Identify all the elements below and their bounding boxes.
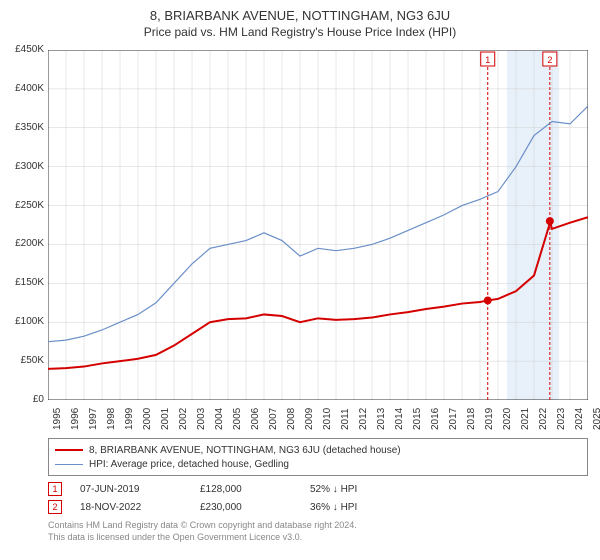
footer-line: Contains HM Land Registry data © Crown c… — [48, 520, 588, 532]
x-tick-label: 2010 — [322, 408, 333, 430]
y-tick-label: £350K — [0, 122, 44, 133]
y-tick-label: £400K — [0, 83, 44, 94]
chart-title: 8, BRIARBANK AVENUE, NOTTINGHAM, NG3 6JU — [0, 0, 600, 23]
legend: 8, BRIARBANK AVENUE, NOTTINGHAM, NG3 6JU… — [48, 438, 588, 476]
x-tick-label: 2019 — [484, 408, 495, 430]
x-tick-label: 2016 — [430, 408, 441, 430]
chart-subtitle: Price paid vs. HM Land Registry's House … — [0, 23, 600, 45]
footer-line: This data is licensed under the Open Gov… — [48, 532, 588, 544]
y-tick-label: £50K — [0, 355, 44, 366]
x-tick-label: 2002 — [178, 408, 189, 430]
plot-area: 12 — [48, 50, 588, 400]
x-tick-label: 2015 — [412, 408, 423, 430]
x-tick-label: 2021 — [520, 408, 531, 430]
legend-swatch — [55, 449, 83, 451]
x-tick-label: 2008 — [286, 408, 297, 430]
x-tick-label: 2022 — [538, 408, 549, 430]
legend-swatch — [55, 464, 83, 465]
x-tick-label: 2013 — [376, 408, 387, 430]
x-tick-label: 2023 — [556, 408, 567, 430]
event-delta: 36% ↓ HPI — [310, 502, 450, 513]
y-tick-label: £200K — [0, 238, 44, 249]
y-tick-label: £250K — [0, 200, 44, 211]
x-tick-label: 2007 — [268, 408, 279, 430]
event-delta: 52% ↓ HPI — [310, 484, 450, 495]
chart-container: 8, BRIARBANK AVENUE, NOTTINGHAM, NG3 6JU… — [0, 0, 600, 560]
x-tick-label: 1996 — [70, 408, 81, 430]
svg-text:1: 1 — [485, 55, 490, 65]
event-date: 18-NOV-2022 — [80, 502, 200, 513]
event-marker-icon: 2 — [48, 500, 62, 514]
x-tick-label: 2014 — [394, 408, 405, 430]
x-tick-label: 2003 — [196, 408, 207, 430]
x-tick-label: 2012 — [358, 408, 369, 430]
y-tick-label: £450K — [0, 44, 44, 55]
legend-item: HPI: Average price, detached house, Gedl… — [55, 457, 581, 471]
x-tick-label: 1998 — [106, 408, 117, 430]
x-tick-label: 1995 — [52, 408, 63, 430]
x-tick-label: 2001 — [160, 408, 171, 430]
y-tick-label: £100K — [0, 316, 44, 327]
x-tick-label: 2024 — [574, 408, 585, 430]
svg-text:2: 2 — [547, 55, 552, 65]
x-tick-label: 2009 — [304, 408, 315, 430]
x-tick-label: 2011 — [340, 408, 351, 430]
event-row: 2 18-NOV-2022 £230,000 36% ↓ HPI — [48, 498, 588, 516]
y-tick-label: £0 — [0, 394, 44, 405]
x-tick-label: 2017 — [448, 408, 459, 430]
event-price: £128,000 — [200, 484, 310, 495]
x-tick-label: 1997 — [88, 408, 99, 430]
x-tick-label: 2020 — [502, 408, 513, 430]
event-date: 07-JUN-2019 — [80, 484, 200, 495]
x-tick-label: 2004 — [214, 408, 225, 430]
y-tick-label: £300K — [0, 161, 44, 172]
event-row: 1 07-JUN-2019 £128,000 52% ↓ HPI — [48, 480, 588, 498]
footer: Contains HM Land Registry data © Crown c… — [48, 520, 588, 543]
y-tick-label: £150K — [0, 277, 44, 288]
legend-label: HPI: Average price, detached house, Gedl… — [89, 459, 289, 470]
legend-label: 8, BRIARBANK AVENUE, NOTTINGHAM, NG3 6JU… — [89, 445, 401, 456]
event-price: £230,000 — [200, 502, 310, 513]
plot-svg: 12 — [48, 50, 588, 400]
x-tick-label: 1999 — [124, 408, 135, 430]
event-table: 1 07-JUN-2019 £128,000 52% ↓ HPI 2 18-NO… — [48, 480, 588, 516]
event-marker-icon: 1 — [48, 482, 62, 496]
x-tick-label: 2006 — [250, 408, 261, 430]
legend-item: 8, BRIARBANK AVENUE, NOTTINGHAM, NG3 6JU… — [55, 443, 581, 457]
x-tick-label: 2005 — [232, 408, 243, 430]
x-tick-label: 2018 — [466, 408, 477, 430]
x-tick-label: 2025 — [592, 408, 600, 430]
x-tick-label: 2000 — [142, 408, 153, 430]
